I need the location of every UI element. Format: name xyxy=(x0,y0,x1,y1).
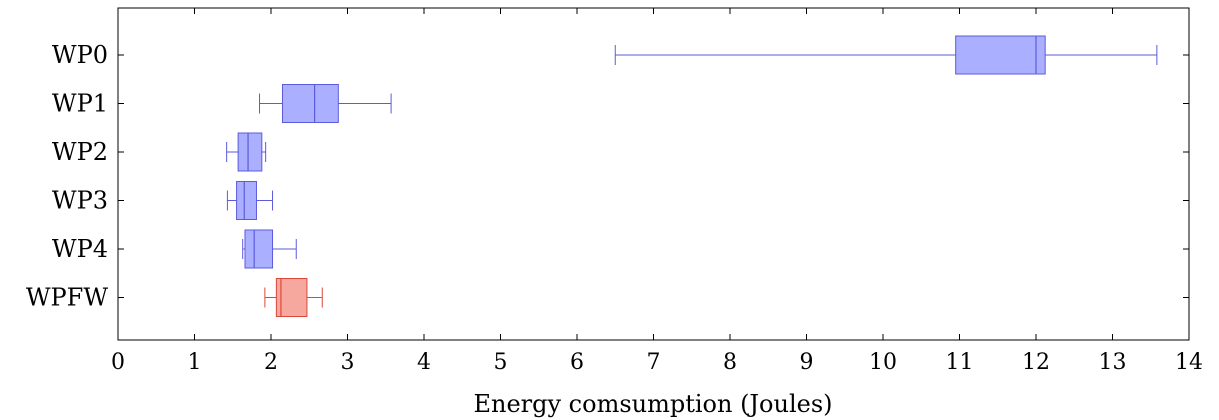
box-wp2 xyxy=(226,132,267,172)
y-category-label: WP4 xyxy=(52,235,108,263)
x-tick-label: 9 xyxy=(800,350,814,375)
x-tick-label: 10 xyxy=(869,350,897,375)
x-tick-label: 14 xyxy=(1175,350,1203,375)
box-wp4 xyxy=(242,229,297,269)
x-axis-label: Energy comsumption (Joules) xyxy=(473,390,832,418)
x-tick-label: 2 xyxy=(264,350,278,375)
x-tick-label: 6 xyxy=(570,350,584,375)
x-tick-label: 12 xyxy=(1022,350,1050,375)
iqr-box xyxy=(281,84,339,123)
box-wp0 xyxy=(614,35,1158,75)
x-tick-label: 8 xyxy=(723,350,737,375)
y-category-label: WPFW xyxy=(26,284,108,312)
iqr-box xyxy=(955,35,1046,75)
x-tick-label: 11 xyxy=(946,350,974,375)
iqr-box xyxy=(237,132,263,172)
box-wp1 xyxy=(259,84,392,123)
x-tick-label: 1 xyxy=(188,350,202,375)
boxes-layer xyxy=(226,35,1158,317)
x-tick-label: 5 xyxy=(494,350,508,375)
box-wp3 xyxy=(226,181,274,220)
y-category-label: WP0 xyxy=(52,41,108,69)
x-axis-ticks: 0 1 2 3 4 5 6 7 8 9 10 11 12 13 14 xyxy=(111,8,1203,375)
y-category-label: WP1 xyxy=(52,90,108,118)
x-tick-label: 13 xyxy=(1099,350,1127,375)
box-wpfw xyxy=(264,278,323,317)
y-category-label: WP3 xyxy=(52,187,108,215)
iqr-box xyxy=(244,229,274,269)
x-tick-label: 3 xyxy=(341,350,355,375)
x-tick-label: 7 xyxy=(647,350,661,375)
x-tick-label: 4 xyxy=(417,350,431,375)
x-tick-label: 0 xyxy=(111,350,125,375)
y-axis-categories: WP0 WP1 WP2 WP3 WP4 WPFW xyxy=(26,41,1189,312)
iqr-box xyxy=(236,181,257,220)
y-category-label: WP2 xyxy=(52,138,108,166)
